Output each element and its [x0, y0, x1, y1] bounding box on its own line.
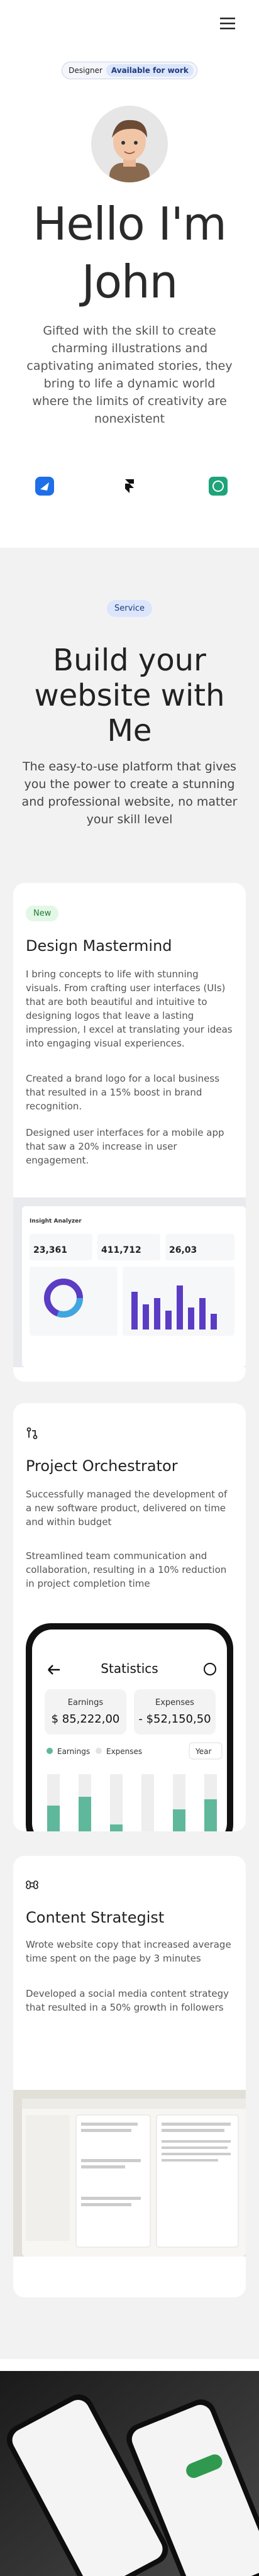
amount: $ 85,222,00 — [52, 1713, 120, 1726]
card-text: Developed a social media content strateg… — [26, 1988, 229, 2013]
services-title: Build your website with Me — [34, 643, 225, 748]
card-text: Created a brand logo for a local busines… — [26, 1073, 220, 1112]
editor-preview — [13, 2090, 246, 2257]
card-title: Content Strategist — [26, 1909, 165, 1926]
stat: 26,03 — [169, 1245, 197, 1255]
title-line: John — [81, 255, 179, 308]
hero-text: Gifted with the skill to create charming… — [26, 324, 233, 426]
title-line: Hello I'm — [33, 197, 227, 250]
card-text: Designed user interfaces for a mobile ap… — [26, 1127, 224, 1166]
card-text: Streamlined team communication and colla… — [26, 1550, 227, 1589]
avatar — [91, 106, 168, 182]
menu-line — [220, 23, 235, 25]
preview-title: Insight Analyzer — [30, 1218, 82, 1224]
phone-preview: Statistics Earnings $ 85,222,00 Expenses… — [13, 1617, 246, 1831]
preview-title: Statistics — [101, 1661, 158, 1676]
card-text: I bring concepts to life with stunning v… — [26, 969, 233, 1049]
new-tag: New — [26, 906, 59, 921]
status-row: Designer Available for work — [0, 62, 259, 79]
service-badge-row: Service — [0, 600, 259, 617]
card-title: Project Orchestrator — [26, 1457, 178, 1475]
card-icon — [26, 1880, 38, 1889]
availability: Available for work — [106, 64, 194, 77]
service-card: New Design Mastermind I bring concepts t… — [13, 883, 246, 1382]
menu-line — [220, 18, 235, 19]
service-card: Project Orchestrator Successfully manage… — [13, 1403, 246, 1831]
legend: Expenses — [106, 1747, 142, 1756]
dashboard-preview: Insight Analyzer 23,361 411,712 26,03 — [13, 1197, 246, 1367]
stat: 411,712 — [101, 1245, 141, 1255]
card-text: Successfully managed the development of … — [26, 1489, 228, 1528]
social-icon[interactable] — [35, 477, 54, 496]
service-card: Content Strategist Wrote website copy th… — [13, 1856, 246, 2297]
role: Designer — [69, 66, 102, 75]
status-badge: Designer Available for work — [62, 62, 197, 79]
period: Year — [195, 1747, 211, 1756]
amount: - $52,150,50 — [138, 1713, 211, 1726]
card-text: Wrote website copy that increased averag… — [26, 1939, 231, 1964]
social-icon[interactable] — [209, 477, 228, 496]
stat: 23,361 — [33, 1245, 67, 1255]
label: Earnings — [68, 1698, 104, 1707]
services-text: The easy-to-use platform that gives you … — [21, 760, 238, 826]
menu-button[interactable] — [219, 16, 236, 30]
label: Expenses — [155, 1698, 194, 1707]
menu-line — [220, 28, 235, 30]
social-icon[interactable] — [122, 477, 137, 496]
hero-title: Hello I'm John — [0, 195, 259, 311]
card-icon — [26, 1427, 38, 1440]
service-badge: Service — [106, 600, 153, 617]
legend: Earnings — [57, 1747, 90, 1756]
showcase-image — [0, 2371, 259, 2576]
card-title: Design Mastermind — [26, 937, 172, 955]
